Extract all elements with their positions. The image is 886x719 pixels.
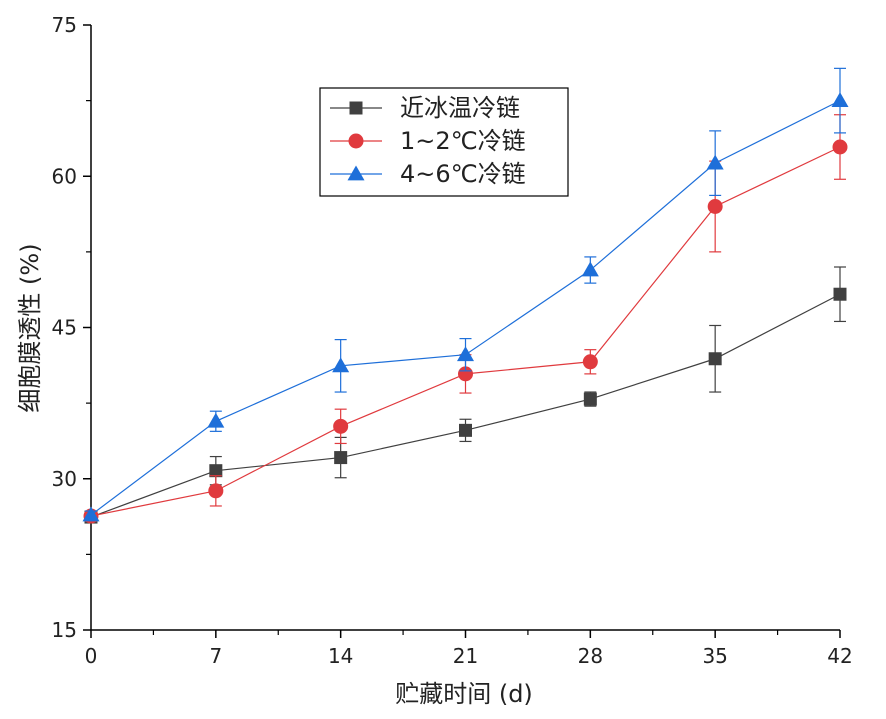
data-point [207, 412, 225, 428]
y-tick-label: 30 [52, 467, 77, 491]
y-tick-label: 75 [52, 13, 77, 37]
legend-label: 4~6℃冷链 [400, 160, 526, 188]
x-tick-label: 21 [453, 644, 478, 668]
y-tick-label: 45 [52, 316, 77, 340]
data-point [833, 287, 847, 301]
data-point [332, 357, 350, 373]
series-1 [83, 114, 848, 524]
x-tick-label: 14 [328, 644, 353, 668]
data-point [209, 464, 223, 478]
data-point [82, 506, 100, 522]
data-point [457, 346, 474, 362]
data-point [458, 366, 473, 382]
data-point [832, 139, 848, 155]
x-tick-label: 42 [827, 644, 852, 668]
data-point [333, 418, 349, 434]
legend: 近冰温冷链 1~2℃冷链 4~6℃冷链 [319, 87, 569, 197]
legend-label: 1~2℃冷链 [400, 127, 526, 155]
series-line [90, 293, 841, 518]
data-point [581, 261, 599, 277]
data-point [459, 423, 472, 437]
legend-marker [348, 133, 364, 149]
y-axis-title: 细胞膜透性 (%) [16, 243, 44, 412]
x-tick-label: 28 [578, 644, 603, 668]
series-2 [82, 67, 849, 522]
data-point [583, 392, 597, 406]
data-point [208, 483, 224, 499]
data-point [708, 352, 722, 366]
data-point [707, 199, 723, 214]
axes: 15 30 45 60 75 0 7 14 21 28 35 42 [52, 13, 853, 668]
data-point [706, 154, 724, 170]
legend-label: 近冰温冷链 [400, 94, 520, 122]
x-tick-label: 35 [702, 644, 727, 668]
x-tick-label: 7 [209, 644, 222, 668]
series-0 [84, 266, 847, 524]
data-point [334, 451, 348, 465]
x-axis-title: 贮藏时间 (d) [395, 680, 533, 708]
legend-marker [349, 101, 363, 115]
x-tick-label: 0 [85, 644, 98, 668]
series-line [90, 146, 841, 517]
y-tick-label: 15 [52, 618, 77, 642]
series-layer [82, 67, 849, 524]
data-point [582, 354, 598, 370]
data-point [831, 92, 849, 107]
y-tick-label: 60 [52, 164, 77, 188]
legend-marker [347, 165, 365, 181]
